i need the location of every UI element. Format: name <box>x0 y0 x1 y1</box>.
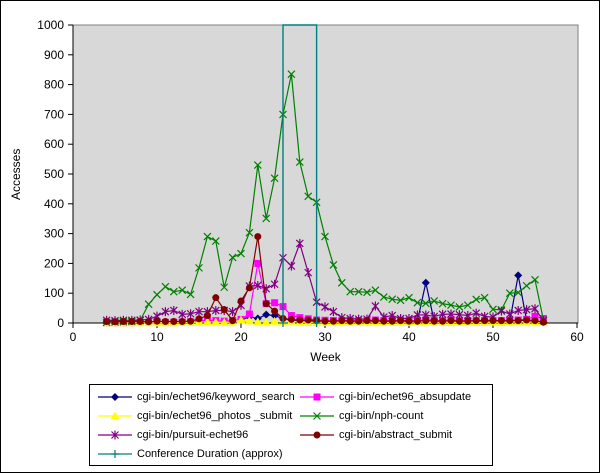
series-cgi-bin-nph-count <box>102 70 548 327</box>
legend-label: cgi-bin/echet96/keyword_search <box>137 390 295 403</box>
y-tick-label: 0 <box>57 316 64 330</box>
legend-item-cgi-bin-echet96-keyword-search: cgi-bin/echet96/keyword_search <box>98 388 300 405</box>
legend-box: cgi-bin/echet96/keyword_search cgi-bin/ec… <box>89 384 493 466</box>
legend-item-cgi-bin-pursuit-echet96: cgi-bin/pursuit-echet96 <box>98 426 300 443</box>
plot-canvas: 0 100 200 300 400 500 600 700 800 900 1000 0 10 20 30 4… <box>37 18 584 344</box>
legend-triangle-marker-icon <box>98 411 132 419</box>
legend-item-cgi-bin-abstract-submit: cgi-bin/abstract_submit <box>300 426 490 443</box>
legend-item-cgi-bin-echet96-absupdate: cgi-bin/echet96_absupdate <box>300 388 490 405</box>
legend-asterisk-marker-icon <box>98 430 132 439</box>
y-tick-label: 1000 <box>37 18 64 32</box>
x-tick-label: 30 <box>318 330 332 344</box>
legend-label: cgi-bin/abstract_submit <box>339 428 453 441</box>
legend-label: Conference Duration (approx) <box>137 447 283 460</box>
x-tick-label: 40 <box>402 330 416 344</box>
legend-label: cgi-bin/echet96_absupdate <box>339 390 472 403</box>
x-tick-label: 50 <box>486 330 500 344</box>
x-axis-title: Week <box>310 350 341 364</box>
x-tick-label: 20 <box>234 330 248 344</box>
legend-label: cgi-bin/nph-count <box>339 409 424 422</box>
plot-area <box>72 24 579 324</box>
legend-label: cgi-bin/echet96_photos _submit <box>137 409 293 422</box>
x-tick-label: 0 <box>70 330 77 344</box>
series-cgi-bin-abstract-submit <box>103 233 547 326</box>
legend-square-marker-icon <box>300 393 334 400</box>
y-tick-label: 800 <box>44 78 64 92</box>
legend-diamond-marker-icon <box>98 392 132 401</box>
legend-item-cgi-bin-echet96-photos-submit: cgi-bin/echet96_photos _submit <box>98 407 300 424</box>
y-tick-label: 500 <box>44 167 64 181</box>
y-tick-label: 700 <box>44 107 64 121</box>
x-tick-label: 10 <box>150 330 164 344</box>
series-line-conference-duration-approx <box>282 24 318 323</box>
y-tick-label: 600 <box>44 137 64 151</box>
legend-plus-marker-icon <box>98 449 132 458</box>
y-tick-label: 100 <box>44 286 64 300</box>
legend-x-marker-icon <box>300 411 334 420</box>
legend-circle-marker-icon <box>300 431 334 438</box>
series-conference-duration-approx <box>279 24 321 327</box>
y-axis-title: Accesses <box>9 148 23 200</box>
y-tick-label: 300 <box>44 227 64 241</box>
legend-label: cgi-bin/pursuit-echet96 <box>137 428 249 441</box>
y-tick-label: 400 <box>44 197 64 211</box>
y-tick-label: 200 <box>44 256 64 270</box>
x-tick-label: 60 <box>570 330 584 344</box>
legend-item-conference-duration-approx: Conference Duration (approx) <box>98 445 300 462</box>
legend-item-cgi-bin-nph-count: cgi-bin/nph-count <box>300 407 490 424</box>
y-tick-label: 900 <box>44 48 64 62</box>
